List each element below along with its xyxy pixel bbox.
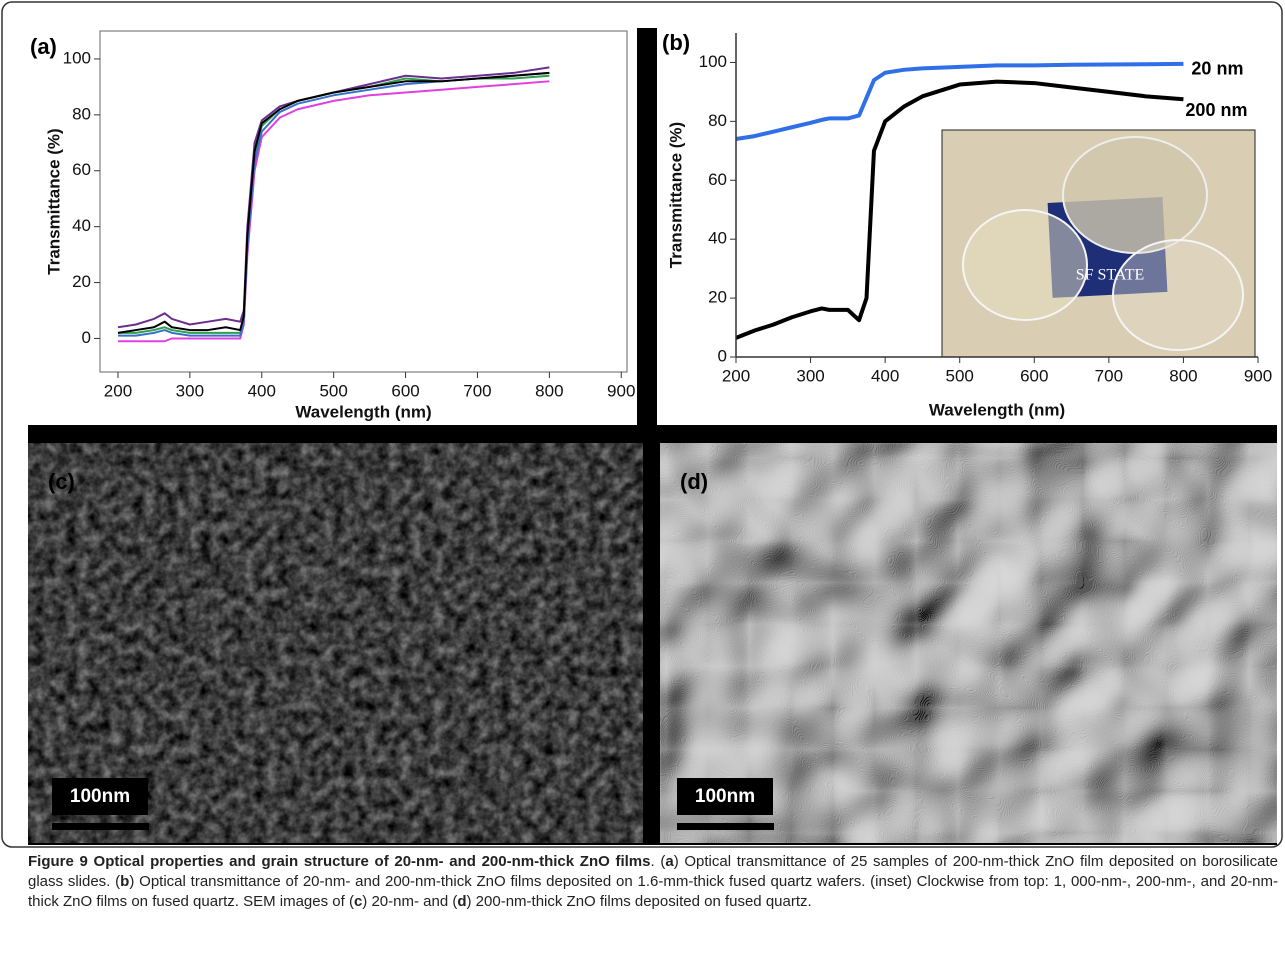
inset-text: SF STATE xyxy=(1076,267,1145,284)
scale-bar xyxy=(52,823,149,830)
x-tick-label: 500 xyxy=(319,381,347,400)
caption-ref: b xyxy=(120,873,130,890)
inset-photo: SF STATE xyxy=(941,129,1256,358)
y-tick-label: 80 xyxy=(72,104,91,123)
x-tick-label: 800 xyxy=(535,381,563,400)
scale-label: 100nm xyxy=(695,786,755,807)
panel-label: (b) xyxy=(662,30,690,55)
series-line xyxy=(735,61,1184,142)
x-tick-label: 300 xyxy=(796,366,824,385)
x-tick-label: 200 xyxy=(104,381,132,400)
series-label: 200 nm xyxy=(1185,100,1247,120)
series-line xyxy=(117,66,550,329)
series-line xyxy=(735,79,1184,340)
caption-title: Figure 9 Optical properties and grain st… xyxy=(28,853,651,870)
x-tick-label: 600 xyxy=(391,381,419,400)
y-tick-label: 100 xyxy=(699,52,727,71)
x-tick-label: 400 xyxy=(248,381,276,400)
y-tick-label: 20 xyxy=(708,288,727,307)
x-tick-label: 400 xyxy=(871,366,899,385)
y-tick-label: 0 xyxy=(82,328,91,347)
scale-box xyxy=(52,778,148,815)
caption-ref: d xyxy=(457,893,467,910)
y-tick-label: 60 xyxy=(708,170,727,189)
series-label: 20 nm xyxy=(1191,59,1243,79)
x-tick-label: 500 xyxy=(946,366,974,385)
x-tick-label: 800 xyxy=(1169,366,1197,385)
caption-text: ) Optical transmittance of 20-nm- and 20… xyxy=(28,873,1278,910)
sem-texture xyxy=(28,443,643,843)
caption-text: . ( xyxy=(650,853,666,870)
x-tick-label: 200 xyxy=(722,366,750,385)
sem-texture xyxy=(660,443,1277,843)
y-tick-label: 100 xyxy=(63,48,91,67)
series-line xyxy=(117,74,550,334)
panel-label: (a) xyxy=(30,34,57,59)
x-tick-label: 900 xyxy=(607,381,635,400)
y-tick-label: 40 xyxy=(708,229,727,248)
panel-label: (c) xyxy=(48,469,75,494)
scale-label: 100nm xyxy=(70,786,130,807)
x-axis-title: Wavelength (nm) xyxy=(929,400,1065,419)
y-axis-title: Transmittance (%) xyxy=(666,122,685,268)
inset-disc xyxy=(1112,239,1244,351)
figure: (c) (d) 100nm 100nm SF STATE 0 20 40 60 80 10… xyxy=(1,1,1283,848)
divider xyxy=(637,28,657,428)
caption: Figure 9 Optical properties and grain st… xyxy=(28,852,1278,912)
y-tick-label: 40 xyxy=(72,216,91,235)
x-tick-label: 700 xyxy=(463,381,491,400)
caption-ref: a xyxy=(665,853,674,870)
x-tick-label: 300 xyxy=(176,381,204,400)
caption-text: ) 20-nm- and ( xyxy=(362,893,458,910)
y-tick-label: 80 xyxy=(708,111,727,130)
series-line xyxy=(117,71,550,334)
scale-box xyxy=(677,778,773,815)
series-line xyxy=(117,71,550,337)
x-tick-label: 600 xyxy=(1020,366,1048,385)
figure-border xyxy=(1,1,1283,848)
y-tick-label: 0 xyxy=(718,346,727,365)
plot-frame xyxy=(99,30,628,373)
inset-disc xyxy=(1062,136,1208,254)
series-line xyxy=(117,80,550,343)
caption-text: ) 200-nm-thick ZnO films deposited on fu… xyxy=(466,893,812,910)
x-axis-title: Wavelength (nm) xyxy=(295,402,431,421)
x-tick-label: 700 xyxy=(1095,366,1123,385)
y-axis-title: Transmittance (%) xyxy=(44,128,63,274)
panel-label: (d) xyxy=(680,469,708,494)
inset-disc xyxy=(962,209,1088,321)
y-tick-label: 60 xyxy=(72,160,91,179)
caption-text: ) Optical transmittance of 25 samples of… xyxy=(28,853,1278,890)
x-tick-label: 900 xyxy=(1244,366,1272,385)
caption-ref: c xyxy=(353,893,363,910)
y-tick-label: 20 xyxy=(72,272,91,291)
scale-bar xyxy=(677,823,774,830)
